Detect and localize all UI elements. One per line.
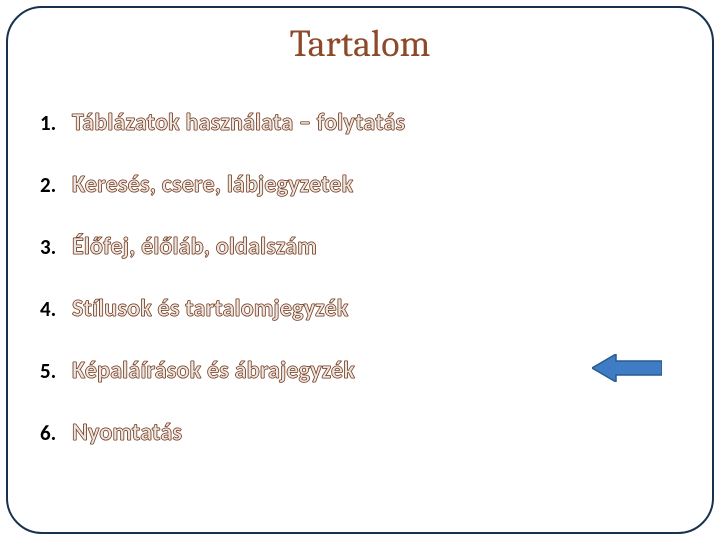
list-item: 2. Keresés, csere, lábjegyzetek: [40, 170, 600, 199]
item-number: 2.: [40, 172, 72, 198]
item-number: 4.: [40, 296, 72, 322]
slide-title: Tartalom: [0, 22, 720, 66]
item-number: 6.: [40, 420, 72, 446]
item-number: 3.: [40, 234, 72, 260]
list-item: 3. Élőfej, élőláb, oldalszám: [40, 232, 600, 261]
arrow-left-icon: [592, 354, 662, 382]
list-item: 4. Stílusok és tartalomjegyzék: [40, 294, 600, 323]
item-text: Keresés, csere, lábjegyzetek: [72, 170, 353, 199]
arrow-shape: [592, 354, 662, 382]
contents-list: 1. Táblázatok használata – folytatás 2. …: [40, 108, 600, 480]
list-item: 6. Nyomtatás: [40, 418, 600, 447]
item-text: Táblázatok használata – folytatás: [72, 108, 405, 137]
item-text: Stílusok és tartalomjegyzék: [72, 294, 348, 323]
list-item: 5. Képaláírások és ábrajegyzék: [40, 356, 600, 385]
item-number: 1.: [40, 110, 72, 136]
item-text: Képaláírások és ábrajegyzék: [72, 356, 355, 385]
item-text: Nyomtatás: [72, 418, 182, 447]
item-number: 5.: [40, 358, 72, 384]
item-text: Élőfej, élőláb, oldalszám: [72, 232, 317, 261]
list-item: 1. Táblázatok használata – folytatás: [40, 108, 600, 137]
pointer-arrow-icon: [592, 354, 662, 382]
